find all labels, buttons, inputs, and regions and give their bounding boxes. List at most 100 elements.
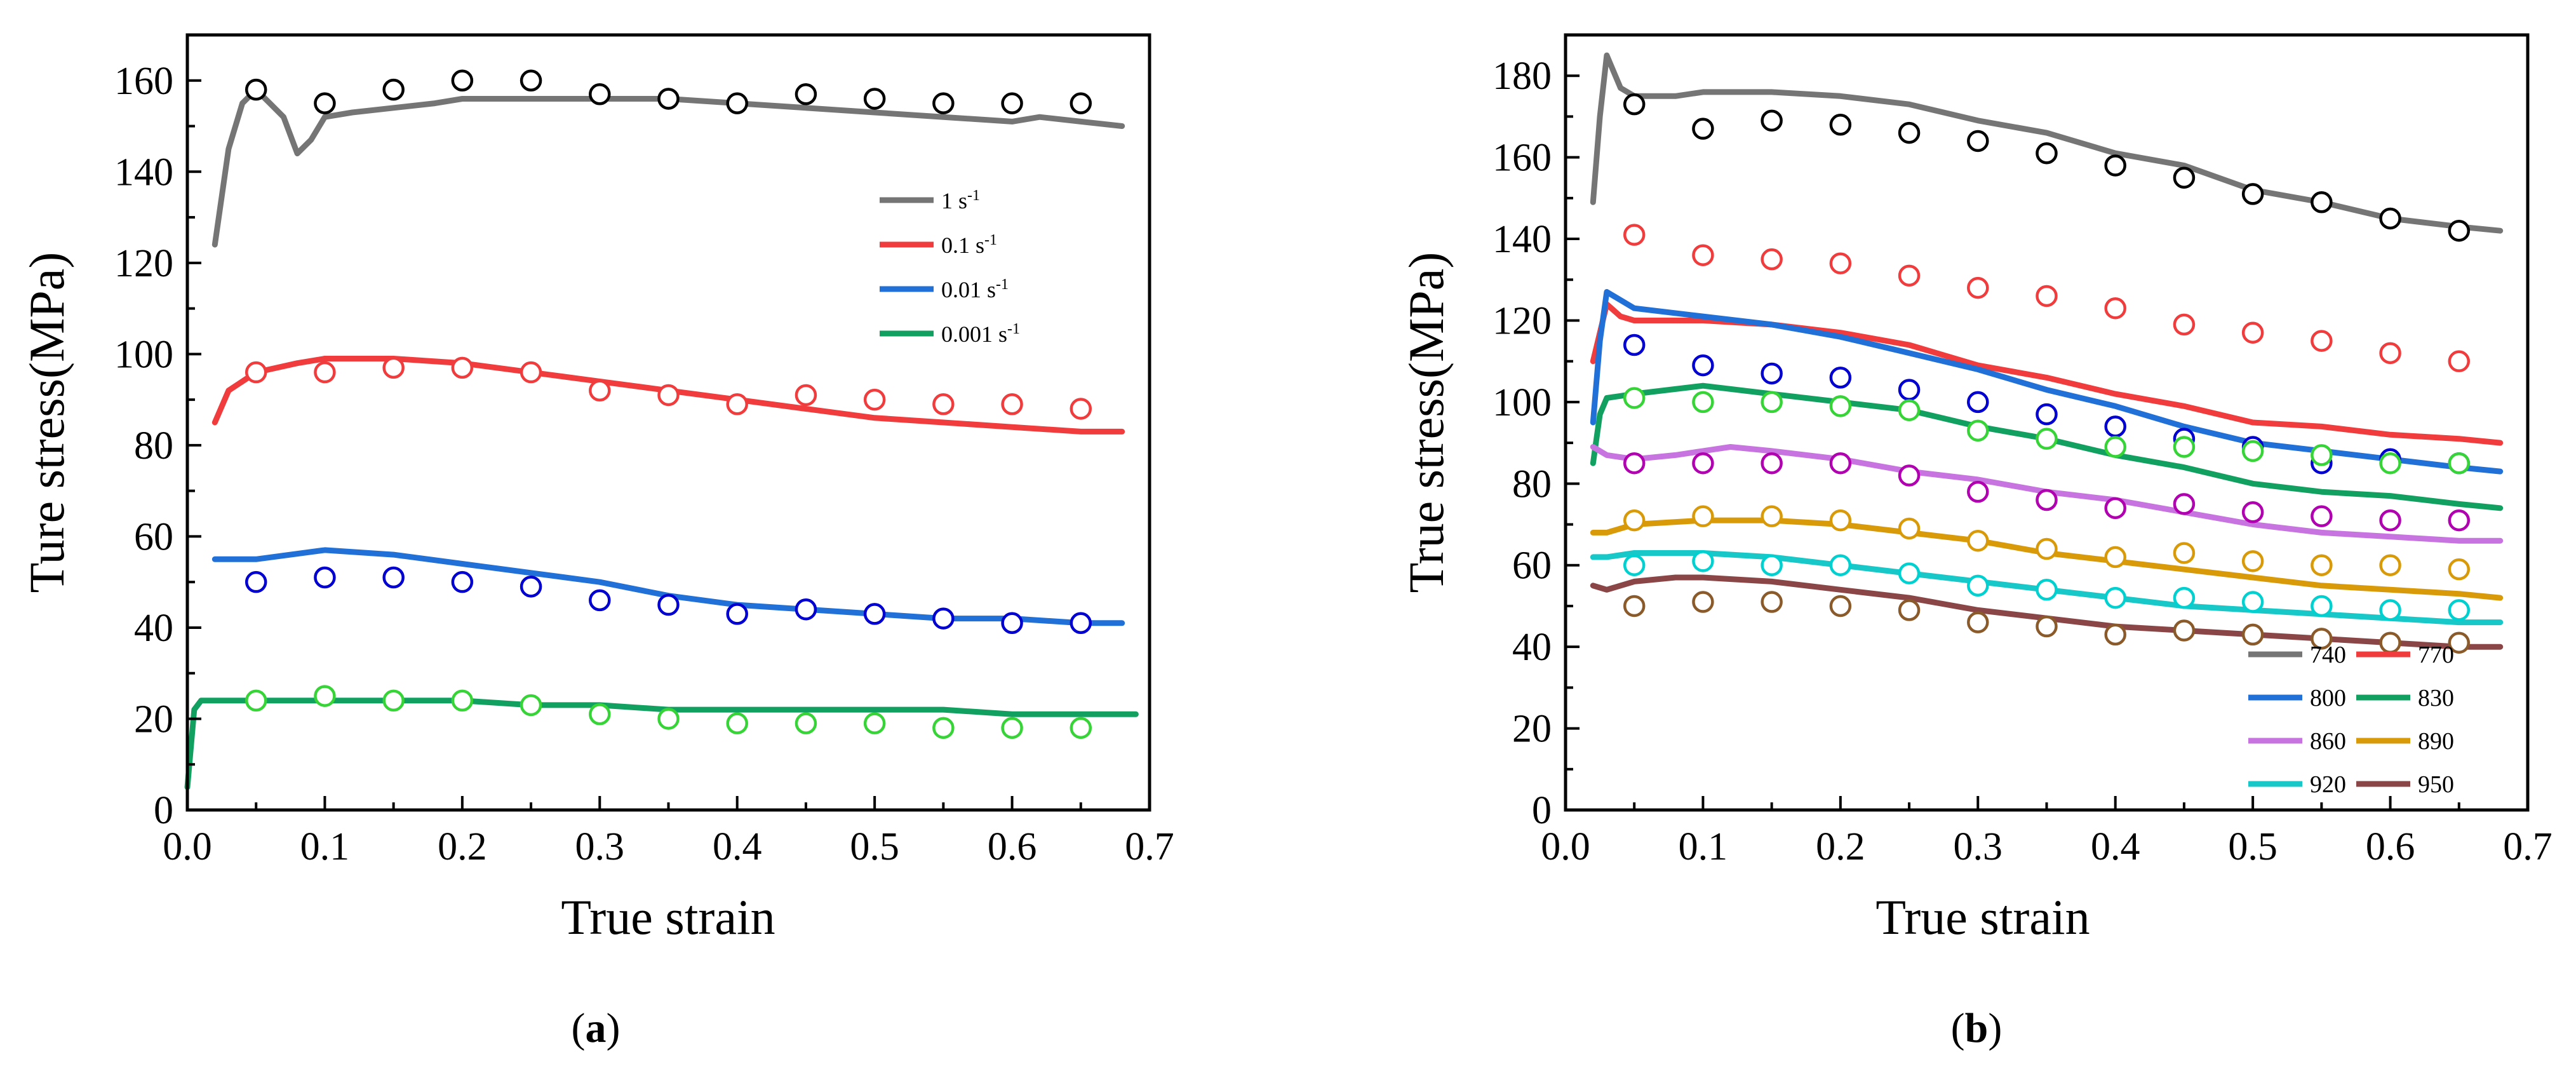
- panel-a-series-0-01-s-marker: [726, 603, 748, 625]
- panel-b-series-860-marker: [1898, 464, 1921, 487]
- panel-b-series-740-marker: [1623, 93, 1646, 116]
- panel-a-series-1-s-marker: [314, 92, 336, 114]
- panel-b-series-950-marker: [1898, 599, 1921, 621]
- panel-a-series-0-1-s-marker: [932, 393, 955, 415]
- panel-b-series-860-marker: [2448, 509, 2471, 532]
- panel-b-series-950-marker: [1761, 591, 1783, 613]
- panel-a-legend-label: 0.001 s-1: [941, 321, 1020, 347]
- panel-b-series-890-marker: [2448, 558, 2471, 581]
- panel-b-series-950-marker: [1692, 591, 1714, 613]
- panel-b-series-920-marker: [1898, 562, 1921, 584]
- panel-b-series-920-marker: [1761, 554, 1783, 576]
- panel-b-series-830-marker: [1692, 391, 1714, 414]
- panel-b-series-770-marker: [1898, 264, 1921, 287]
- panel-a-series-0-001-s-marker: [795, 712, 817, 734]
- panel-b-series-770-marker: [1761, 248, 1783, 271]
- panel-b-series-740-marker: [1967, 130, 1989, 152]
- panel-a-series-1-s-marker: [245, 78, 267, 101]
- panel-b-series-770-line: [1590, 301, 2504, 446]
- panel-a-series-0-001-s-marker: [726, 712, 748, 734]
- panel-a-legend-label-superscript: -1: [967, 187, 980, 204]
- panel-a-series-0-01-s-marker: [314, 566, 336, 589]
- panel-b-series-920-marker: [1967, 574, 1989, 597]
- panel-a-series-1-s-marker: [932, 92, 955, 114]
- panel-a-series-0-1-s-marker: [1070, 398, 1092, 420]
- panel-a-series-0-001-s-marker: [382, 689, 405, 712]
- panel-a-series-0-001-s-marker: [314, 685, 336, 707]
- panel-a-series-0-1-s-marker: [726, 393, 748, 415]
- panel-b-x-tick-label: 0.5: [2228, 825, 2277, 868]
- panel-a-y-tick-label: 0: [154, 789, 173, 832]
- panel-b-y-tick-label: 60: [1512, 544, 1552, 588]
- panel-a-series-0-1-s-marker: [863, 388, 886, 411]
- panel-b-series-740-marker: [2241, 183, 2264, 205]
- panel-a-series-1-s-marker: [1070, 92, 1092, 114]
- panel-b-series-830-marker: [1623, 387, 1646, 409]
- panel-b-series-800-marker: [1761, 362, 1783, 385]
- panel-b-series-830-marker: [2311, 444, 2333, 466]
- panel-b-series-890-marker: [2036, 537, 2058, 560]
- panel-a-x-tick-label: 0.0: [163, 825, 212, 868]
- panel-a-series-0-01-s-marker: [382, 566, 405, 589]
- panel-b-legend-label: 890: [2418, 728, 2454, 755]
- panel-a-y-tick-label: 40: [134, 607, 173, 650]
- panel-b-series-770-marker: [2311, 330, 2333, 352]
- panel-a-series-0-001-s-marker: [1070, 717, 1092, 739]
- panel-b-series-740-marker: [1898, 121, 1921, 144]
- panel-b-series-890-marker: [1692, 505, 1714, 527]
- panel-b-series-800-marker: [1898, 379, 1921, 401]
- panel-b-series-860-marker: [2379, 509, 2401, 532]
- panel-b-y-tick-label: 0: [1532, 789, 1552, 832]
- panel-b-series-770-marker: [2241, 321, 2264, 344]
- panel-a-legend-label-superscript: -1: [1007, 321, 1020, 337]
- panel-b-series-860-marker: [2104, 497, 2126, 520]
- panel-a-series-0-01-s-marker: [795, 598, 817, 621]
- panel-a-series-0-1-s-marker: [245, 361, 267, 384]
- panel-b-series-890-marker: [1829, 509, 1852, 532]
- panel-b-series-740-marker: [1692, 118, 1714, 140]
- panel-b-series-860-marker: [1829, 452, 1852, 475]
- panel-b-series-860-marker: [2173, 493, 2196, 515]
- panel-b-series-890-marker: [2379, 554, 2401, 576]
- panel-b-series-950-marker: [2036, 615, 2058, 638]
- panel-a-chart: 0.0 0.1 0.2 0.3 0.4 0.5 0.6 0.7 0 20 40 60 80 100 120 1…: [19, 33, 1174, 1051]
- panel-b-series-770-marker: [1829, 252, 1852, 274]
- panel-b-series-770-marker: [2036, 285, 2058, 307]
- panel-a-series-0-1-s-marker: [520, 361, 542, 384]
- panel-b-series-830-marker: [2379, 452, 2401, 475]
- panel-b-series-860-marker: [1761, 452, 1783, 475]
- panel-b-series-800-marker: [2036, 403, 2058, 426]
- panel-b-y-tick-label: 160: [1493, 137, 1552, 180]
- panel-a-series-0-1-s-marker: [1001, 393, 1023, 415]
- panel-b-series-830-marker: [1898, 399, 1921, 421]
- panel-b-series-770-marker: [2448, 350, 2471, 372]
- panel-a-y-tick-label: 120: [114, 242, 173, 285]
- panel-a-series-0-001-s-marker: [451, 689, 474, 712]
- panel-a-series-0-01-s-marker: [520, 576, 542, 598]
- panel-a-legend-label-superscript: -1: [984, 232, 997, 248]
- panel-a-series-1-s-marker: [451, 69, 474, 92]
- panel-a-legend-label-text: 0.1 s: [941, 233, 984, 258]
- panel-a-series-1-s-marker: [795, 83, 817, 105]
- panel-a-series-0-1-s-marker: [451, 356, 474, 379]
- panel-b-series-920-line: [1590, 550, 2504, 626]
- panel-a-series-1-s-marker: [382, 78, 405, 101]
- panel-b-series-920-marker: [2448, 599, 2471, 621]
- panel-a-x-tick-label: 0.4: [713, 825, 762, 868]
- panel-b-series-890-line: [1590, 517, 2504, 601]
- panel-a-x-tick-label: 0.7: [1125, 825, 1174, 868]
- panel-b-x-tick-label: 0.0: [1541, 825, 1590, 868]
- panel-b-series-800-marker: [1967, 391, 1989, 414]
- panel-a-series-0-001-s-marker: [245, 689, 267, 712]
- panel-b-y-tick-label: 140: [1493, 218, 1552, 261]
- panel-b-series-950-marker: [1623, 595, 1646, 617]
- panel-b-series-800-marker: [2104, 415, 2126, 438]
- panel-b-series-800-marker: [1692, 354, 1714, 377]
- panel-b-legend-label: 740: [2310, 642, 2346, 668]
- panel-a-series-0-1-s-marker: [589, 379, 611, 402]
- panel-a-legend-label: 0.01 s-1: [941, 276, 1009, 302]
- panel-b-series-950-marker: [1829, 595, 1852, 617]
- panel-b-series-740-marker: [2036, 142, 2058, 165]
- panel-b-series-830-marker: [2448, 452, 2471, 475]
- panel-a-y-tick-label: 100: [114, 333, 173, 376]
